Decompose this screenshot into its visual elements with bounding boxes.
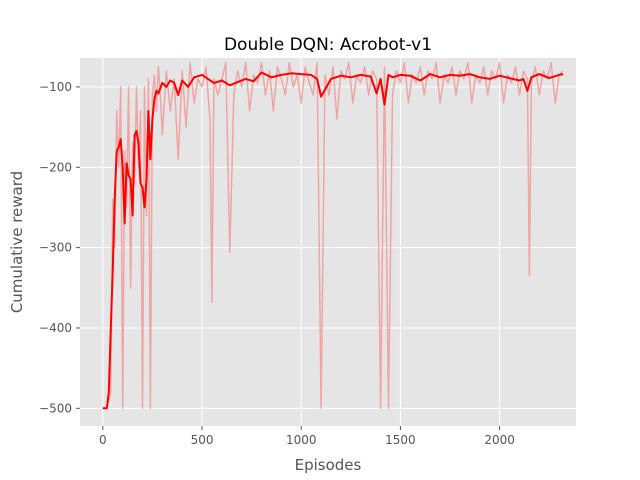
x-tick-label: 500 — [191, 433, 214, 447]
y-tick-label: −500 — [39, 401, 72, 415]
y-tick-label: −400 — [39, 321, 72, 335]
y-tick-label: −100 — [39, 80, 72, 94]
x-axis-label: Episodes — [295, 456, 362, 474]
y-tick-label: −300 — [39, 241, 72, 255]
smoothed-reward-line — [102, 71, 564, 410]
x-tick-label: 1500 — [385, 433, 416, 447]
chart-title: Double DQN: Acrobot-v1 — [224, 35, 432, 55]
tick-labels: 0 500 1000 1500 2000 −500 −400 −300 −200 −100 — [39, 80, 515, 447]
x-tick-label: 2000 — [484, 433, 515, 447]
y-tick-label: −200 — [39, 160, 72, 174]
series-group — [102, 62, 564, 410]
x-tick-label: 0 — [99, 433, 107, 447]
x-tick-label: 1000 — [286, 433, 317, 447]
y-axis-label: Cumulative reward — [8, 171, 26, 313]
plot-background — [80, 58, 576, 426]
grid — [80, 58, 576, 426]
